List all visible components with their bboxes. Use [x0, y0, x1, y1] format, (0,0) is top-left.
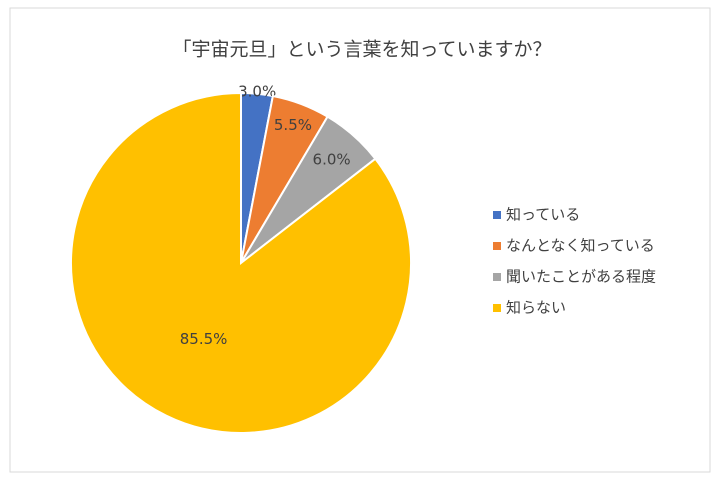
- legend-swatch: [493, 273, 501, 281]
- legend-label: なんとなく知っている: [506, 237, 655, 255]
- data-label: 3.0%: [238, 82, 276, 100]
- data-label: 6.0%: [313, 151, 351, 169]
- legend-swatch: [493, 242, 501, 250]
- legend-label: 聞いたことがある程度: [506, 268, 656, 286]
- chart-title: 「宇宙元旦」という言葉を知っていますか？: [172, 39, 551, 61]
- data-label: 5.5%: [274, 116, 312, 134]
- legend-swatch: [493, 211, 501, 219]
- legend-label: 知らない: [506, 299, 566, 317]
- data-label: 85.5%: [180, 330, 228, 348]
- legend-swatch: [493, 304, 501, 312]
- legend-label: 知っている: [506, 206, 580, 224]
- pie-slice: [70, 91, 412, 434]
